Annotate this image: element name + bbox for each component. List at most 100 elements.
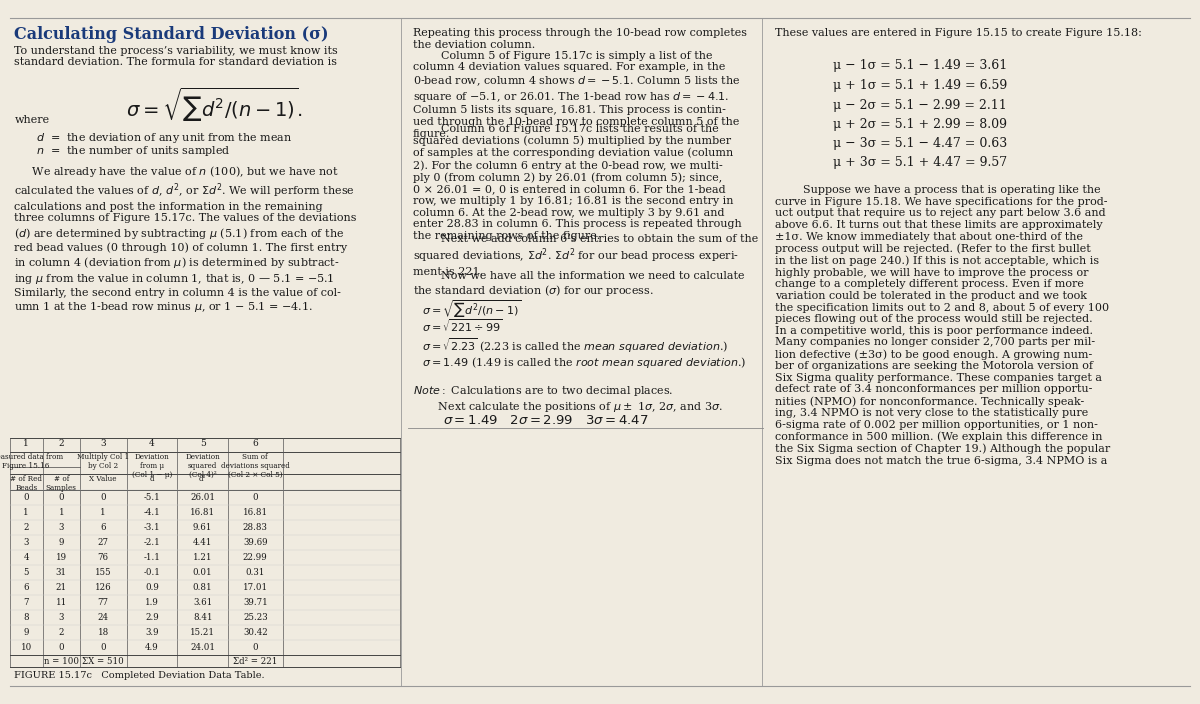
Text: 24.01: 24.01 xyxy=(190,643,215,652)
Text: 3.61: 3.61 xyxy=(193,598,212,607)
Text: Deviation
squared
(Col 4)²: Deviation squared (Col 4)² xyxy=(185,453,220,479)
Text: $\sigma = \sqrt{\sum d^2/(n-1)}$: $\sigma = \sqrt{\sum d^2/(n-1)}$ xyxy=(422,298,522,320)
Text: n = 100: n = 100 xyxy=(43,657,79,665)
Text: $\sigma = \sqrt{221 \div 99}$: $\sigma = \sqrt{221 \div 99}$ xyxy=(422,318,503,334)
Text: $\sigma = \sqrt{\sum d^2/(n-1)}.$: $\sigma = \sqrt{\sum d^2/(n-1)}.$ xyxy=(126,86,304,124)
Text: 9.61: 9.61 xyxy=(193,523,212,532)
Text: 30.42: 30.42 xyxy=(242,628,268,636)
Text: 1.21: 1.21 xyxy=(193,553,212,562)
Text: 8: 8 xyxy=(23,612,29,622)
Text: Repeating this process through the 10-bead row completes
the deviation column.: Repeating this process through the 10-be… xyxy=(413,28,746,50)
Text: where: where xyxy=(14,115,49,125)
Text: d²: d² xyxy=(199,475,206,483)
Text: 4: 4 xyxy=(24,553,29,562)
Text: Measured data from
Figure 15.16: Measured data from Figure 15.16 xyxy=(0,453,64,470)
Text: -0.1: -0.1 xyxy=(144,568,161,577)
Text: Now we have all the information we need to calculate
the standard deviation ($\s: Now we have all the information we need … xyxy=(413,271,744,298)
Text: Calculating Standard Deviation (σ): Calculating Standard Deviation (σ) xyxy=(14,26,329,43)
Text: 2.9: 2.9 xyxy=(145,612,158,622)
Text: 5: 5 xyxy=(24,568,29,577)
Text: Deviation
from μ
(Col 1 − μ): Deviation from μ (Col 1 − μ) xyxy=(132,453,172,479)
Text: 17.01: 17.01 xyxy=(242,583,268,592)
Text: 7: 7 xyxy=(24,598,29,607)
Text: 11: 11 xyxy=(55,598,67,607)
Text: To understand the process’s variability, we must know its
standard deviation. Th: To understand the process’s variability,… xyxy=(14,46,338,68)
Text: 0: 0 xyxy=(252,493,258,502)
Text: 24: 24 xyxy=(97,612,109,622)
Text: 39.69: 39.69 xyxy=(242,538,268,547)
Text: 77: 77 xyxy=(97,598,109,607)
Text: 27: 27 xyxy=(97,538,109,547)
Text: μ − 1σ = 5.1 − 1.49 = 3.61: μ − 1σ = 5.1 − 1.49 = 3.61 xyxy=(833,59,1007,72)
Text: Column 6 of Figure 15.17c lists the results of the
squared deviations (column 5): Column 6 of Figure 15.17c lists the resu… xyxy=(413,124,742,241)
Text: μ − 3σ = 5.1 − 4.47 = 0.63: μ − 3σ = 5.1 − 4.47 = 0.63 xyxy=(833,137,1007,149)
Text: 18: 18 xyxy=(97,628,109,636)
Text: FIGURE 15.17c   Completed Deviation Data Table.: FIGURE 15.17c Completed Deviation Data T… xyxy=(14,671,265,680)
Text: -4.1: -4.1 xyxy=(144,508,161,517)
Text: ΣX = 510: ΣX = 510 xyxy=(83,657,124,665)
Text: $\sigma = 1.49$ (1.49 is called the $\mathit{root\ mean\ squared\ deviation}$.): $\sigma = 1.49$ (1.49 is called the $\ma… xyxy=(422,355,746,370)
Text: -1.1: -1.1 xyxy=(144,553,161,562)
Text: 4.9: 4.9 xyxy=(145,643,158,652)
Text: -5.1: -5.1 xyxy=(144,493,161,502)
Text: Next we add column 6’s entries to obtain the sum of the
squared deviations, $\Si: Next we add column 6’s entries to obtain… xyxy=(413,234,758,277)
Text: 22.99: 22.99 xyxy=(242,553,268,562)
Text: 3: 3 xyxy=(59,523,64,532)
Text: Suppose we have a process that is operating like the
curve in Figure 15.18. We h: Suppose we have a process that is operat… xyxy=(775,185,1110,466)
Text: 155: 155 xyxy=(95,568,112,577)
Text: 31: 31 xyxy=(55,568,67,577)
Text: 0: 0 xyxy=(59,493,64,502)
Text: 1: 1 xyxy=(23,508,29,517)
Text: 0: 0 xyxy=(59,643,64,652)
Text: 9: 9 xyxy=(59,538,64,547)
Text: 25.23: 25.23 xyxy=(242,612,268,622)
Text: 9: 9 xyxy=(24,628,29,636)
Text: $n$  =  the number of units sampled: $n$ = the number of units sampled xyxy=(36,144,230,158)
Text: 1.9: 1.9 xyxy=(145,598,158,607)
Text: 0.01: 0.01 xyxy=(193,568,212,577)
Text: Multiply Col 1
by Col 2: Multiply Col 1 by Col 2 xyxy=(77,453,130,470)
Text: 1: 1 xyxy=(101,508,106,517)
Text: 2: 2 xyxy=(59,439,64,448)
Text: Sum of
deviations squared
(Col 2 × Col 5): Sum of deviations squared (Col 2 × Col 5… xyxy=(221,453,289,479)
Text: $\sigma = \sqrt{2.23}$ (2.23 is called the $\mathit{mean\ squared\ deviation}$.): $\sigma = \sqrt{2.23}$ (2.23 is called t… xyxy=(422,337,728,356)
Text: 16.81: 16.81 xyxy=(242,508,268,517)
Text: $d$  =  the deviation of any unit from the mean: $d$ = the deviation of any unit from the… xyxy=(36,131,293,145)
Text: 10: 10 xyxy=(20,643,32,652)
Text: 2: 2 xyxy=(59,628,64,636)
Text: 28.83: 28.83 xyxy=(242,523,268,532)
Text: 16.81: 16.81 xyxy=(190,508,215,517)
Text: 21: 21 xyxy=(55,583,67,592)
Text: # of Red
Beads: # of Red Beads xyxy=(10,475,42,492)
Text: $\it{Note:}$ Calculations are to two decimal places.
       Next calculate the p: $\it{Note:}$ Calculations are to two dec… xyxy=(413,384,722,414)
Text: 0.81: 0.81 xyxy=(193,583,212,592)
Text: μ + 2σ = 5.1 + 2.99 = 8.09: μ + 2σ = 5.1 + 2.99 = 8.09 xyxy=(833,118,1007,130)
Text: 5: 5 xyxy=(199,439,205,448)
Text: 3: 3 xyxy=(59,612,64,622)
Text: 6: 6 xyxy=(252,439,258,448)
Text: 3: 3 xyxy=(101,439,106,448)
Text: 15.21: 15.21 xyxy=(190,628,215,636)
Text: -3.1: -3.1 xyxy=(144,523,161,532)
Text: μ + 1σ = 5.1 + 1.49 = 6.59: μ + 1σ = 5.1 + 1.49 = 6.59 xyxy=(833,79,1007,92)
Text: 2: 2 xyxy=(24,523,29,532)
Text: 6: 6 xyxy=(24,583,29,592)
Text: 39.71: 39.71 xyxy=(242,598,268,607)
Text: Column 5 of Figure 15.17c is simply a list of the
column 4 deviation values squa: Column 5 of Figure 15.17c is simply a li… xyxy=(413,51,740,139)
Text: 76: 76 xyxy=(97,553,109,562)
Text: 0: 0 xyxy=(23,493,29,502)
Text: 0: 0 xyxy=(101,493,106,502)
Text: # of
Samples: # of Samples xyxy=(46,475,77,492)
Text: $\sigma = 1.49$   $2\sigma = 2.99$   $3\sigma = 4.47$: $\sigma = 1.49$ $2\sigma = 2.99$ $3\sigm… xyxy=(443,414,648,427)
Text: 0.9: 0.9 xyxy=(145,583,158,592)
Text: 6: 6 xyxy=(101,523,106,532)
Text: 4: 4 xyxy=(149,439,155,448)
Text: 1: 1 xyxy=(59,508,64,517)
Text: Σd² = 221: Σd² = 221 xyxy=(233,657,277,665)
Text: μ − 2σ = 5.1 − 2.99 = 2.11: μ − 2σ = 5.1 − 2.99 = 2.11 xyxy=(833,99,1007,111)
Text: 3: 3 xyxy=(24,538,29,547)
Text: 0: 0 xyxy=(252,643,258,652)
Text: 126: 126 xyxy=(95,583,112,592)
Text: 1: 1 xyxy=(23,439,29,448)
Text: These values are entered in Figure 15.15 to create Figure 15.18:: These values are entered in Figure 15.15… xyxy=(775,28,1142,38)
